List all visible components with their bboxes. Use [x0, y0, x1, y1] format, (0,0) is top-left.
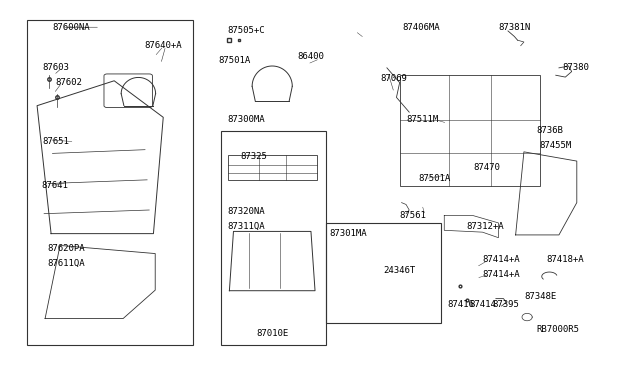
Text: 87300MA: 87300MA — [228, 115, 265, 124]
Text: 87301MA: 87301MA — [330, 230, 367, 238]
Text: 87414+A: 87414+A — [483, 255, 520, 264]
Text: 87640+A: 87640+A — [145, 41, 182, 50]
Text: RB7000R5: RB7000R5 — [537, 326, 580, 334]
Text: 87641: 87641 — [41, 182, 68, 190]
Text: 87069: 87069 — [381, 74, 408, 83]
Text: 87325: 87325 — [241, 152, 268, 161]
Text: 87414: 87414 — [470, 300, 497, 309]
Text: 87414+A: 87414+A — [483, 270, 520, 279]
Text: 87511M: 87511M — [406, 115, 438, 124]
Text: 87311QA: 87311QA — [228, 222, 265, 231]
Bar — [326, 223, 441, 323]
Text: 87312+A: 87312+A — [467, 222, 504, 231]
Bar — [228, 155, 317, 180]
Text: 24346T: 24346T — [384, 266, 416, 275]
Text: 87620PA: 87620PA — [47, 244, 85, 253]
Text: 87010E: 87010E — [256, 329, 289, 338]
Text: 87320NA: 87320NA — [228, 207, 265, 217]
Text: 87501A: 87501A — [218, 56, 250, 65]
Text: 87348E: 87348E — [524, 292, 556, 301]
Text: 87455M: 87455M — [540, 141, 572, 150]
Text: 87561: 87561 — [399, 211, 426, 220]
Text: 87418+A: 87418+A — [546, 255, 584, 264]
Text: 87406MA: 87406MA — [403, 23, 440, 32]
Bar — [399, 75, 540, 186]
Bar — [221, 131, 326, 345]
Text: 87501A: 87501A — [419, 174, 451, 183]
Text: 87602: 87602 — [56, 78, 83, 87]
Text: 87603: 87603 — [43, 63, 70, 72]
Text: 87395: 87395 — [492, 300, 519, 309]
Text: 8736B: 8736B — [537, 126, 564, 135]
Text: 86400: 86400 — [298, 52, 324, 61]
Bar — [27, 20, 193, 345]
Text: 87611QA: 87611QA — [47, 259, 85, 268]
Text: 87470: 87470 — [473, 163, 500, 172]
Text: 87381N: 87381N — [499, 23, 531, 32]
Text: 87651: 87651 — [43, 137, 70, 146]
Text: 87600NA: 87600NA — [52, 23, 90, 32]
Text: 87380: 87380 — [562, 63, 589, 72]
Text: 87416: 87416 — [447, 300, 474, 309]
Text: 87505+C: 87505+C — [228, 26, 265, 35]
